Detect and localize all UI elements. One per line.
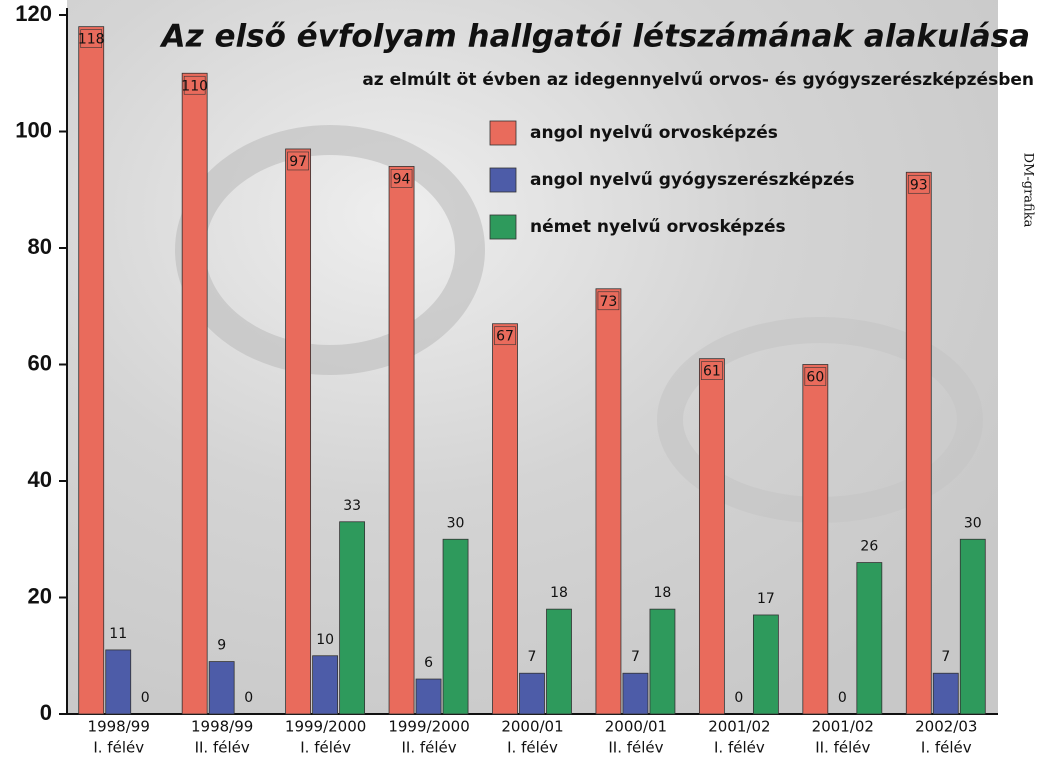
x-tick-label: 1998/99 — [191, 718, 253, 736]
value-label: 18 — [654, 585, 672, 601]
bar — [340, 522, 365, 714]
y-tick-label: 60 — [28, 350, 52, 375]
bar — [389, 166, 414, 714]
value-label: 93 — [910, 177, 928, 193]
bar — [313, 656, 338, 714]
x-tick-label: II. félév — [195, 739, 250, 757]
y-tick-label: 80 — [28, 234, 52, 259]
chart-title: Az első évfolyam hallgatói létszámának a… — [159, 19, 1030, 55]
value-label: 0 — [838, 690, 847, 706]
x-tick-label: 2001/02 — [812, 718, 874, 736]
chart: DM-grafika Az első évfolyam hallgatói lé… — [0, 0, 1038, 761]
bar — [520, 673, 545, 714]
bar — [960, 539, 985, 714]
y-tick-label: 40 — [28, 467, 52, 492]
x-tick-label: II. félév — [401, 739, 456, 757]
value-label: 60 — [806, 370, 824, 386]
value-label: 73 — [600, 294, 618, 310]
value-label: 94 — [393, 171, 411, 187]
x-tick-label: 1999/2000 — [285, 718, 366, 736]
value-label: 0 — [244, 690, 253, 706]
bar — [753, 615, 778, 714]
bar — [650, 609, 675, 714]
x-tick-label: II. félév — [608, 739, 663, 757]
x-tick-label: I. félév — [714, 739, 765, 757]
x-tick-label: 2000/01 — [605, 718, 667, 736]
bar — [493, 324, 518, 714]
legend-swatch — [490, 215, 516, 239]
bar — [623, 673, 648, 714]
x-tick-label: 2002/03 — [915, 718, 977, 736]
value-label: 30 — [964, 515, 982, 531]
x-tick-label: 1998/99 — [88, 718, 150, 736]
axis-background — [0, 0, 67, 761]
bar — [699, 359, 724, 714]
x-tick-label: 2000/01 — [501, 718, 563, 736]
value-label: 0 — [141, 690, 150, 706]
value-label: 10 — [316, 632, 334, 648]
bar — [443, 539, 468, 714]
value-label: 30 — [447, 515, 465, 531]
x-tick-label: 1999/2000 — [388, 718, 469, 736]
legend-label: angol nyelvű gyógyszerészképzés — [530, 170, 855, 190]
value-label: 6 — [424, 655, 433, 671]
x-tick-label: I. félév — [300, 739, 351, 757]
value-label: 61 — [703, 364, 721, 380]
bar — [79, 27, 104, 714]
value-label: 67 — [496, 329, 514, 345]
bar — [209, 662, 234, 714]
value-label: 17 — [757, 591, 775, 607]
value-label: 18 — [550, 585, 568, 601]
x-tick-label: II. félév — [815, 739, 870, 757]
value-label: 33 — [343, 498, 361, 514]
credit: DM-grafika — [1021, 153, 1036, 228]
value-label: 97 — [289, 154, 307, 170]
bar — [416, 679, 441, 714]
bar — [857, 563, 882, 714]
legend-swatch — [490, 121, 516, 145]
y-tick-label: 0 — [40, 700, 52, 725]
bar — [906, 172, 931, 714]
legend-label: angol nyelvű orvosképzés — [530, 123, 778, 143]
bar — [933, 673, 958, 714]
bar — [803, 365, 828, 715]
value-label: 26 — [860, 539, 878, 555]
value-label: 7 — [528, 649, 537, 665]
y-tick-label: 20 — [28, 583, 52, 608]
x-tick-label: I. félév — [921, 739, 972, 757]
bar — [547, 609, 572, 714]
y-tick-label: 120 — [15, 1, 52, 26]
value-label: 7 — [941, 649, 950, 665]
side-background — [998, 0, 1038, 714]
bar — [182, 73, 207, 714]
value-label: 118 — [78, 32, 105, 48]
x-tick-label: I. félév — [93, 739, 144, 757]
value-label: 0 — [734, 690, 743, 706]
y-tick-label: 100 — [15, 117, 52, 142]
value-label: 7 — [631, 649, 640, 665]
bar — [596, 289, 621, 714]
x-tick-label: 2001/02 — [708, 718, 770, 736]
value-label: 9 — [217, 638, 226, 654]
x-tick-label: I. félév — [507, 739, 558, 757]
bar — [286, 149, 311, 714]
chart-subtitle: az elmúlt öt évben az idegennyelvű orvos… — [362, 70, 1034, 90]
legend-swatch — [490, 168, 516, 192]
bar — [106, 650, 131, 714]
value-label: 11 — [109, 626, 127, 642]
value-label: 110 — [181, 78, 208, 94]
legend-label: német nyelvű orvosképzés — [530, 217, 786, 237]
